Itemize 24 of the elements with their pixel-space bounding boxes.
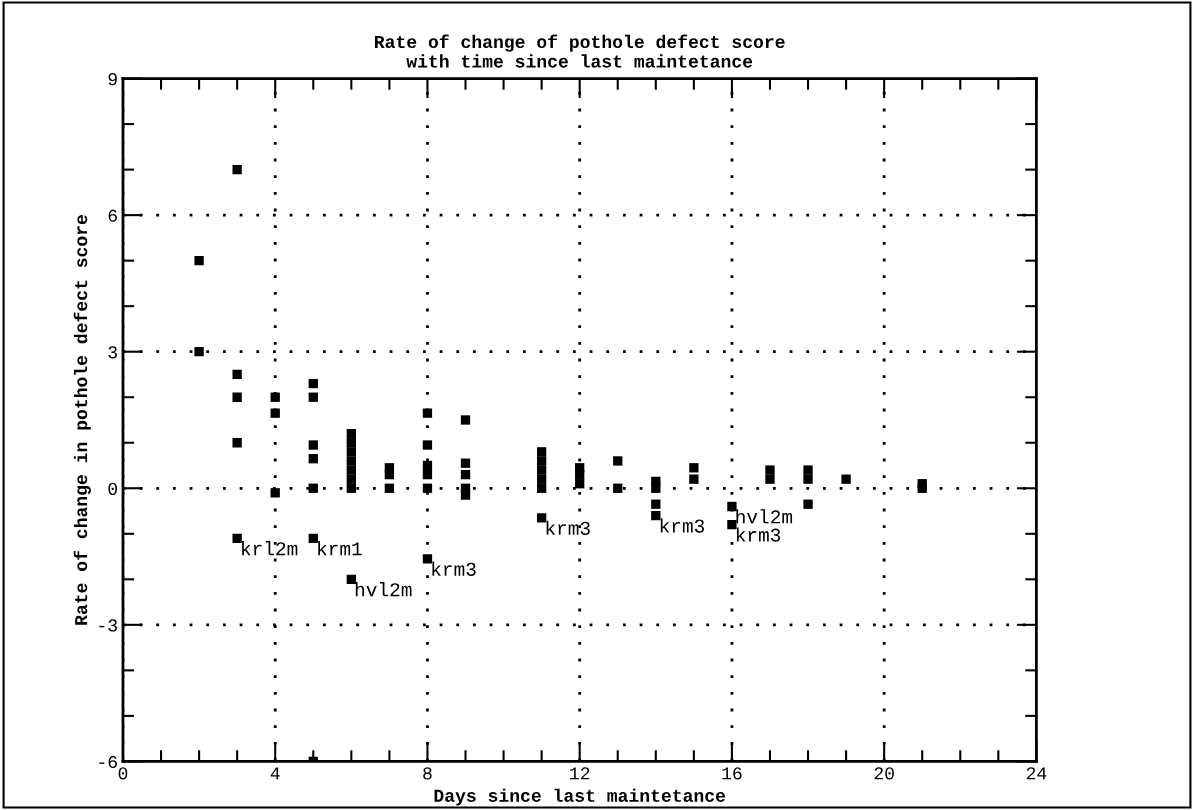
- y-tick-label: -3: [99, 619, 117, 632]
- chart-title: Rate of change of pothole defect score with time since last maintetance: [375, 34, 785, 68]
- annotation: krm3: [736, 527, 781, 542]
- y-tick-label: 6: [108, 209, 117, 222]
- annotation: krl2m: [242, 541, 298, 556]
- x-tick-label: 24: [1026, 767, 1047, 780]
- x-tick-label: 20: [874, 767, 894, 780]
- annotation: krm1: [318, 541, 362, 556]
- y-tick-label: 3: [108, 346, 117, 359]
- x-tick-label: 0: [118, 767, 128, 780]
- annotation: krm3: [546, 520, 590, 535]
- x-tick-label: 16: [722, 767, 742, 780]
- y-axis-title: Rate of change in pothole defect score: [73, 215, 91, 625]
- annotation: hvl2m: [736, 509, 793, 524]
- x-tick-label: 12: [570, 767, 590, 780]
- annotation: krm3: [432, 561, 476, 576]
- annotation: krm3: [660, 518, 705, 533]
- y-tick-label: 0: [108, 482, 118, 495]
- annotation: hvl2m: [355, 582, 412, 597]
- x-axis-title: Days since last maintetance: [434, 788, 726, 806]
- y-tick-label: -6: [99, 755, 117, 769]
- y-tick-label: 9: [108, 73, 117, 86]
- x-tick-label: 8: [423, 767, 432, 780]
- x-tick-label: 4: [270, 767, 280, 780]
